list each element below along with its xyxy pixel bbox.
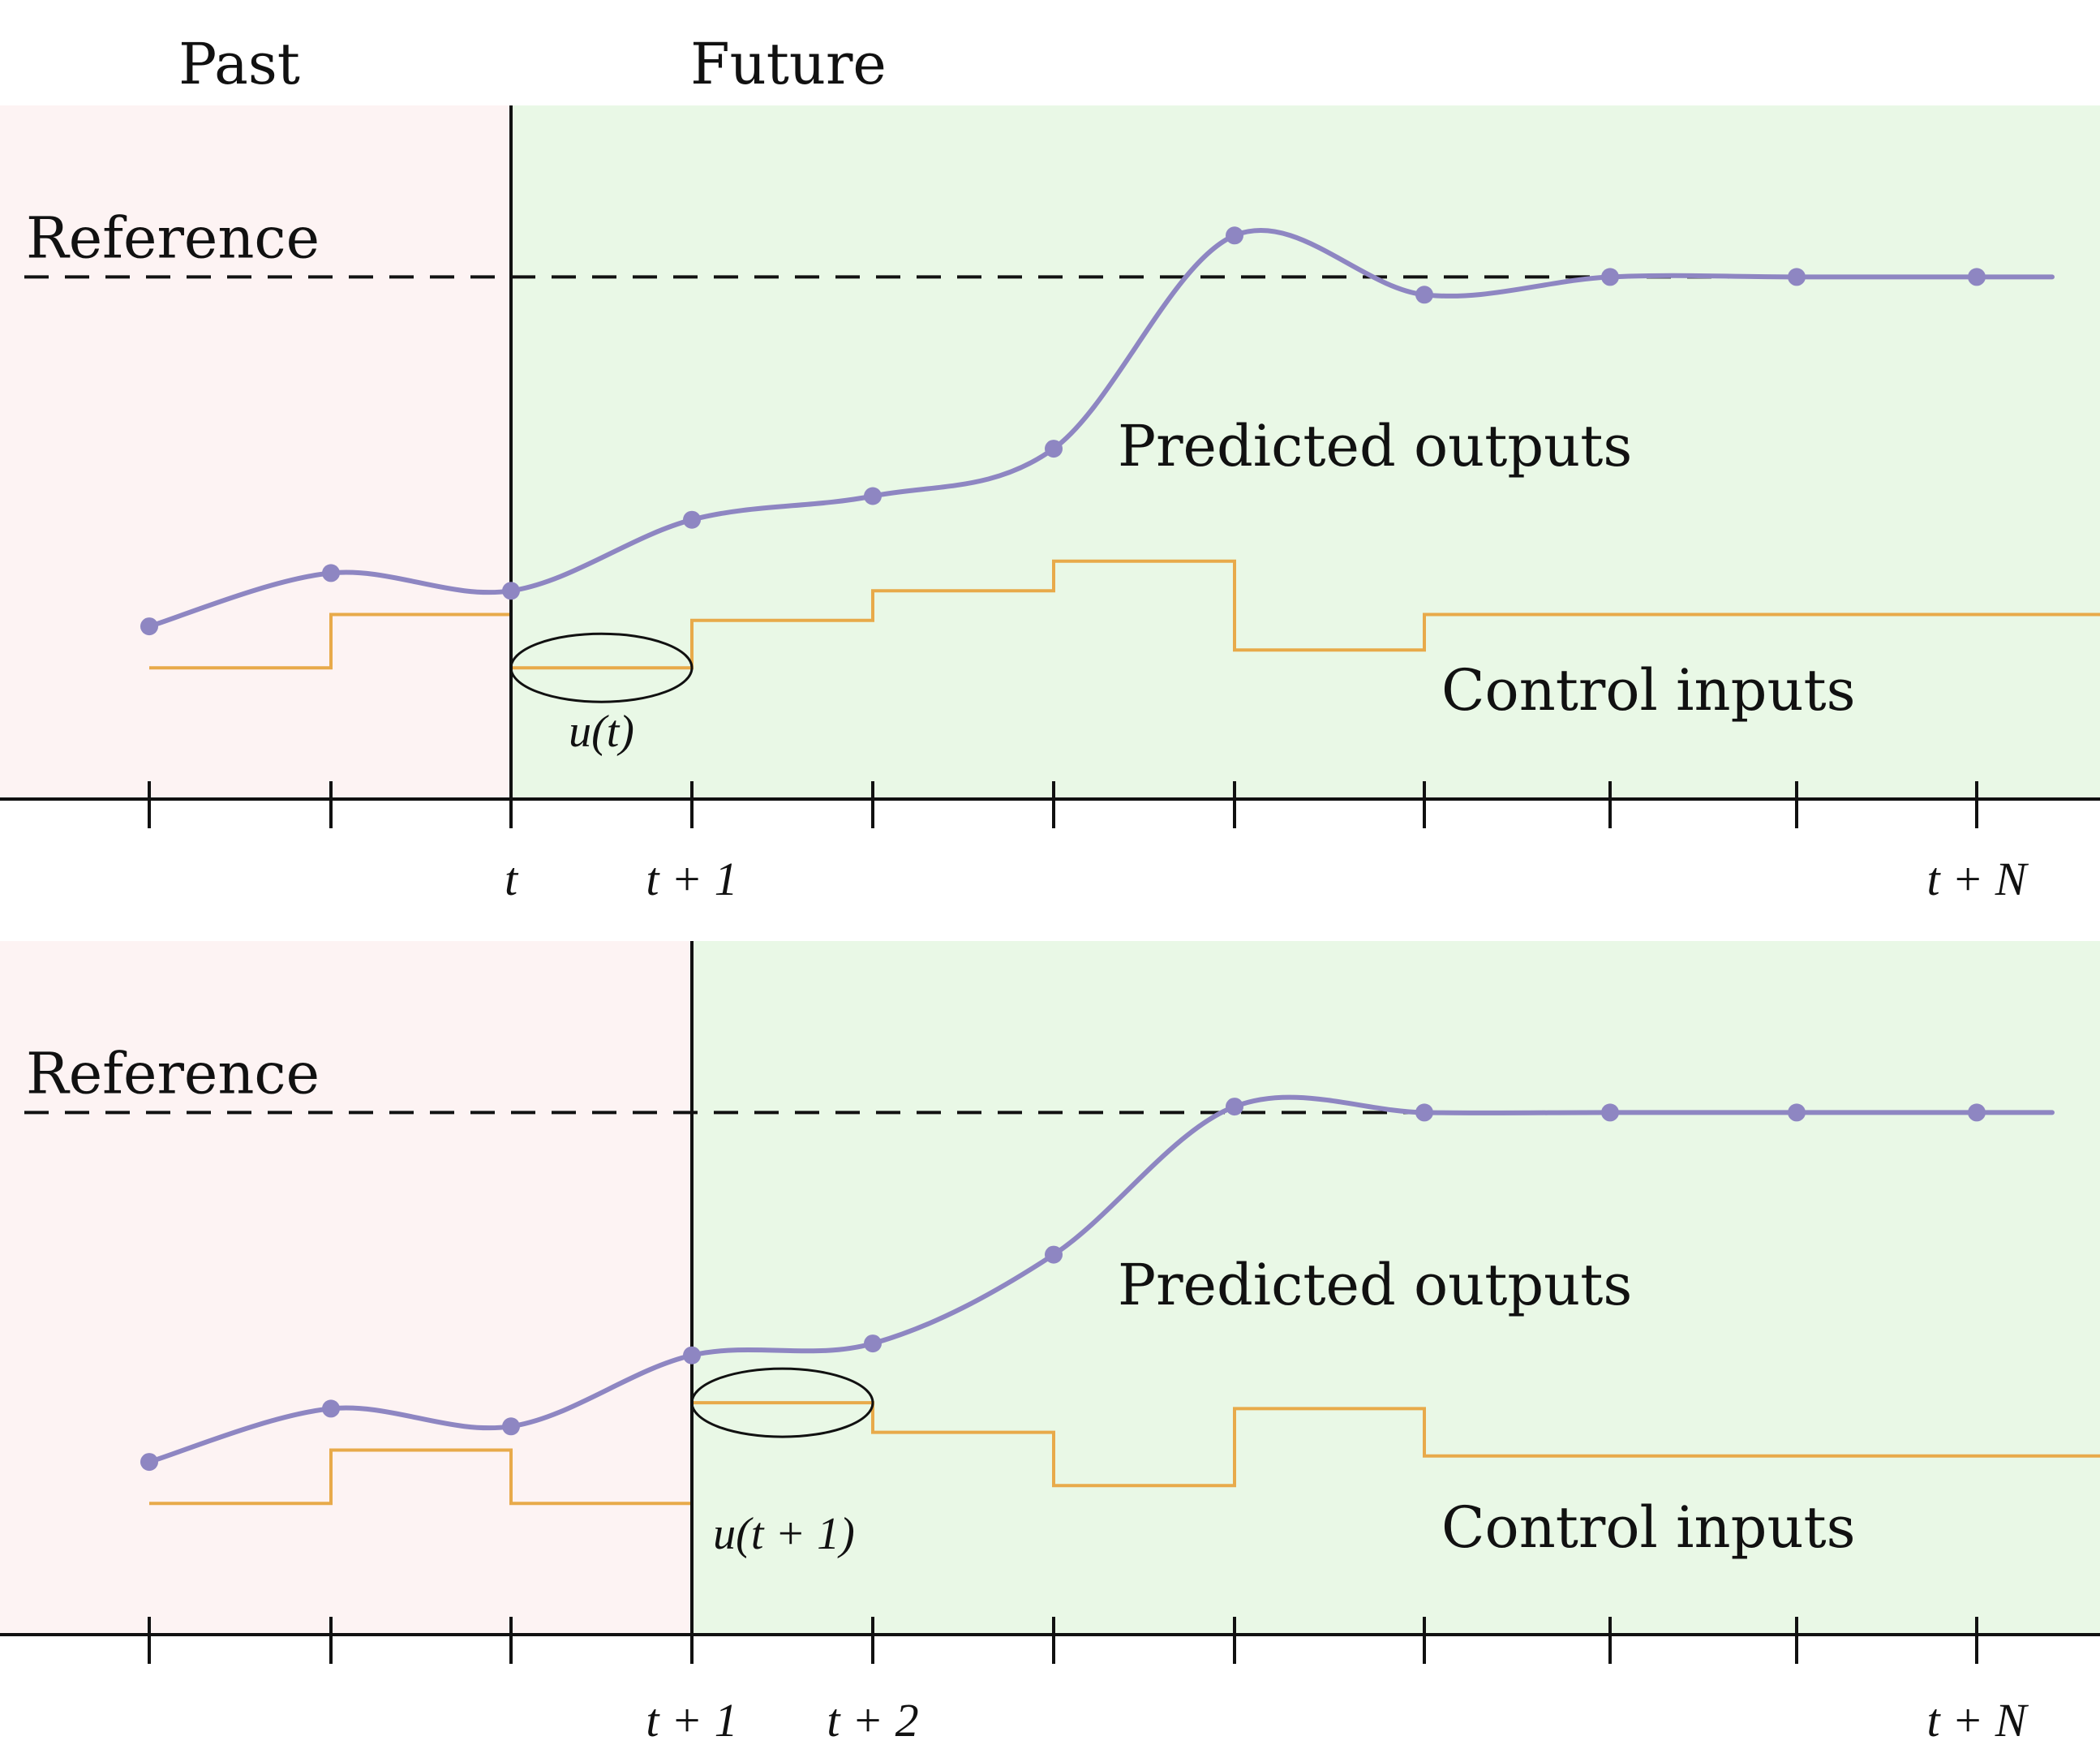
plot-layer (0, 941, 2100, 1664)
past-region (0, 105, 511, 799)
output-sample-point (1788, 1103, 1806, 1122)
output-sample-point (1968, 268, 1986, 286)
predicted-outputs-label: Predicted outputs (1118, 413, 1632, 479)
tick-label: t + N (1927, 853, 2029, 905)
control-move-ellipse (690, 1367, 874, 1438)
tick-label: t + 1 (646, 1694, 737, 1747)
reference-label: Reference (26, 204, 320, 271)
output-sample-point (1415, 286, 1433, 304)
predicted-outputs-curve (147, 228, 2055, 630)
predicted-outputs-label: Predicted outputs (1118, 1252, 1632, 1318)
output-sample-point (1226, 226, 1243, 245)
control-move-ellipse (509, 632, 694, 703)
plot-layer (0, 105, 2100, 828)
output-sample-point (1045, 440, 1063, 458)
output-sample-point (140, 1453, 158, 1472)
output-sample-point (322, 1399, 340, 1418)
output-sample-point (140, 617, 158, 636)
output-sample-point (1601, 1103, 1619, 1122)
tick-label: t + 1 (646, 853, 737, 905)
output-sample-point (1968, 1103, 1986, 1122)
output-sample-point (683, 510, 701, 529)
output-sample-point (502, 1417, 520, 1436)
predicted-outputs-curve (147, 1094, 2055, 1465)
output-sample-point (683, 1346, 701, 1364)
output-sample-point (1226, 1098, 1243, 1116)
tick-label: t + N (1927, 1694, 2029, 1747)
output-sample-point (1788, 268, 1806, 286)
output-sample-point (322, 564, 340, 582)
output-sample-point (1045, 1245, 1063, 1264)
output-sample-point (864, 1334, 882, 1353)
output-sample-point (502, 582, 520, 600)
output-sample-point (1415, 1103, 1433, 1122)
tick-label: t (505, 853, 519, 905)
future-region (692, 941, 2100, 1635)
control-inputs-label: Control inputs (1441, 1494, 1856, 1561)
panel-next-step: Reference Predicted outputs Control inpu… (0, 941, 2100, 1747)
control-inputs-staircase (149, 1401, 2100, 1506)
future-region (511, 105, 2100, 799)
output-sample-point (864, 487, 882, 505)
reference-label: Reference (26, 1040, 320, 1107)
control-inputs-label: Control inputs (1441, 657, 1856, 724)
output-sample-point (1601, 268, 1619, 286)
tick-label: t + 2 (827, 1694, 918, 1747)
future-heading: Future (690, 31, 887, 97)
panel-current-step: Reference Predicted outputs Control inpu… (0, 105, 2100, 905)
past-region (0, 941, 692, 1635)
past-heading: Past (178, 31, 300, 97)
control-move-label: u(t + 1) (713, 1509, 855, 1559)
control-move-label: u(t) (569, 707, 634, 757)
